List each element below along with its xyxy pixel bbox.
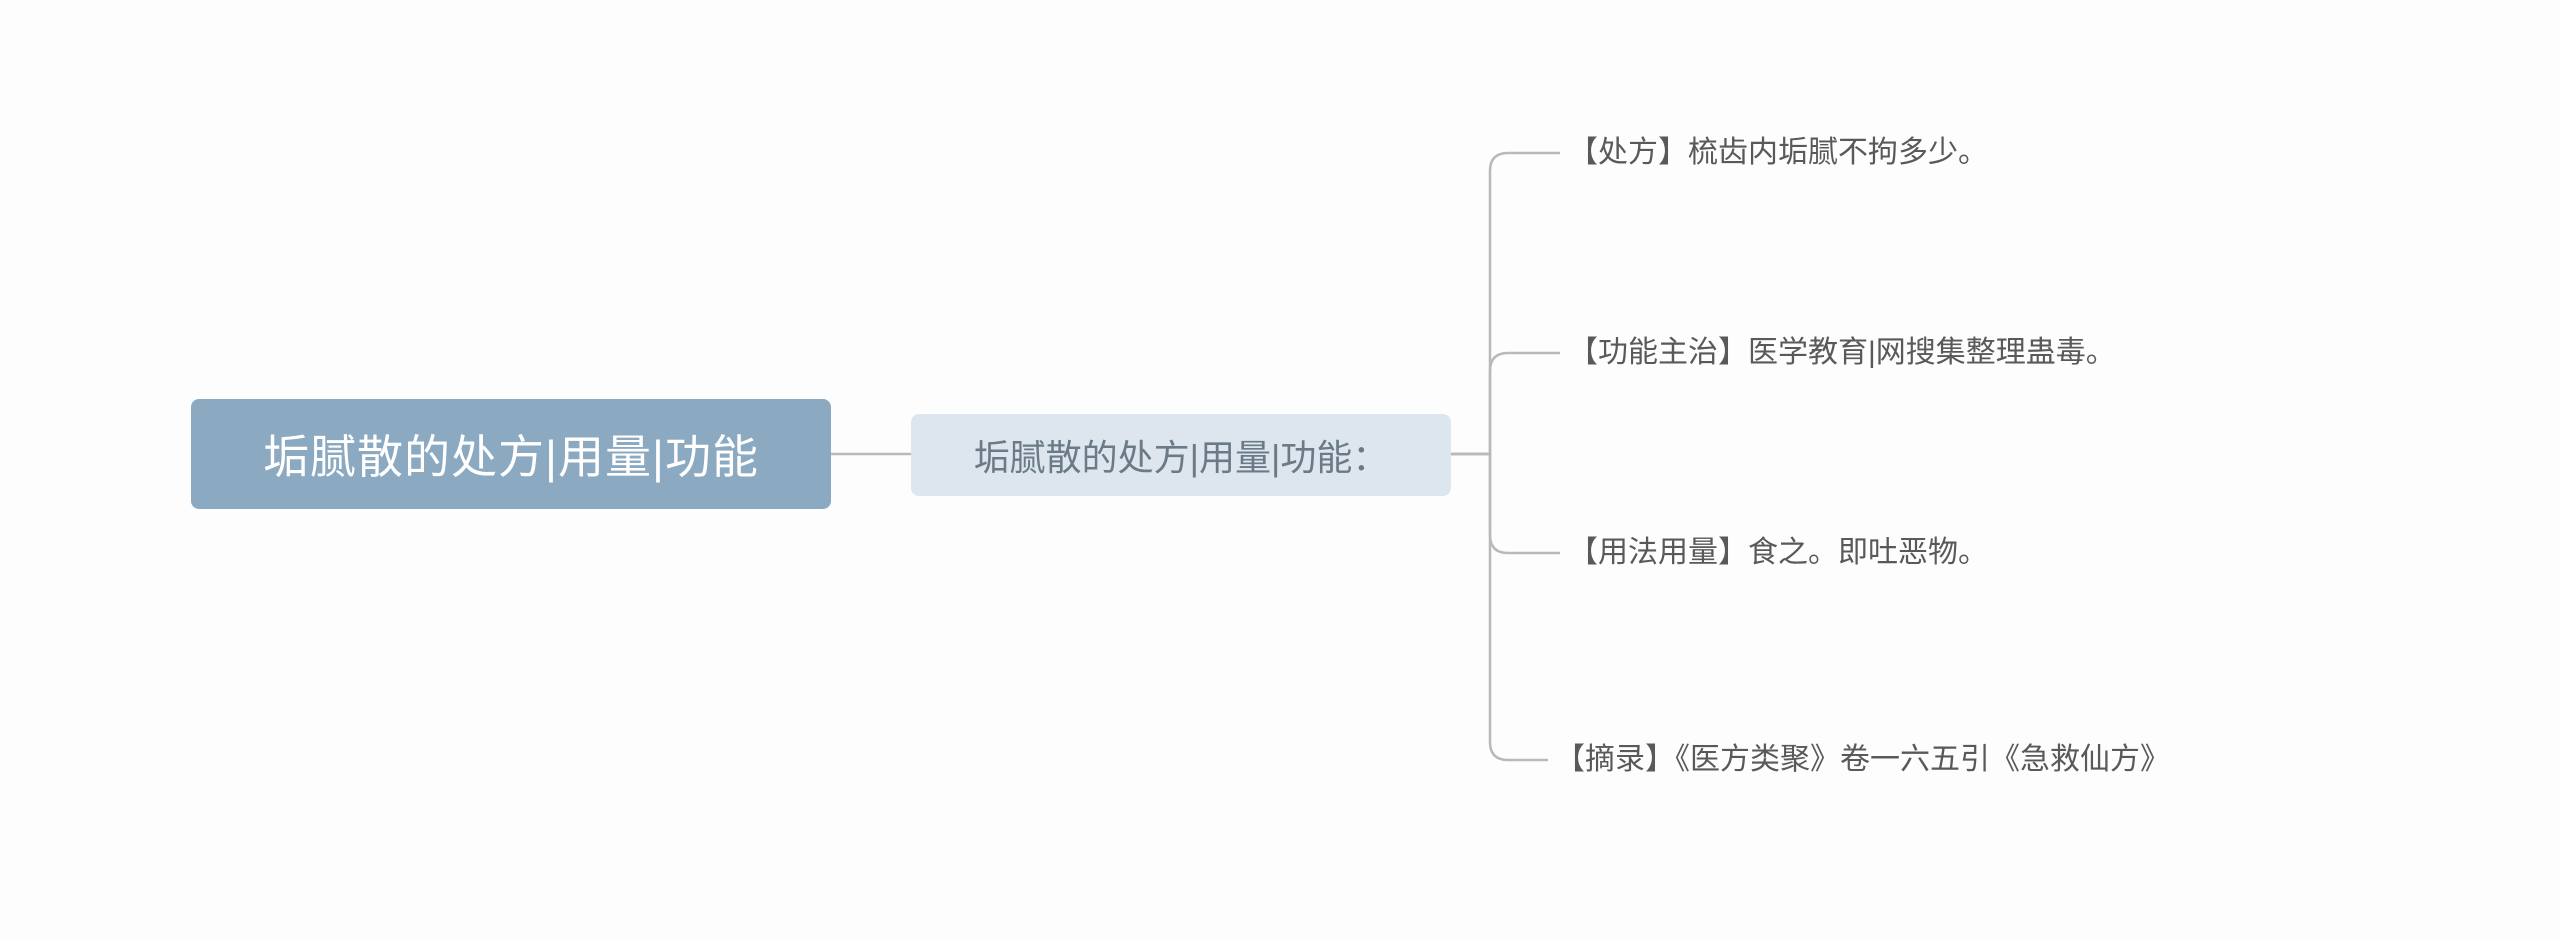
child-node[interactable]: 垢腻散的处方|用量|功能： — [911, 414, 1451, 496]
leaf-node-1[interactable]: 【功能主治】医学教育|网搜集整理蛊毒。 — [1568, 328, 2268, 378]
edge-child-leaf-1 — [1451, 353, 1560, 454]
edge-child-leaf-3 — [1451, 454, 1548, 760]
edge-child-leaf-2 — [1451, 454, 1560, 553]
root-node[interactable]: 垢腻散的处方|用量|功能 — [191, 399, 831, 509]
leaf-node-0[interactable]: 【处方】梳齿内垢腻不拘多少。 — [1568, 128, 2268, 178]
edge-child-leaf-0 — [1451, 153, 1560, 454]
leaf-node-3[interactable]: 【摘录】《医方类聚》卷一六五引《急救仙方》 — [1555, 710, 2235, 810]
leaf-node-2[interactable]: 【用法用量】食之。即吐恶物。 — [1568, 528, 2268, 578]
